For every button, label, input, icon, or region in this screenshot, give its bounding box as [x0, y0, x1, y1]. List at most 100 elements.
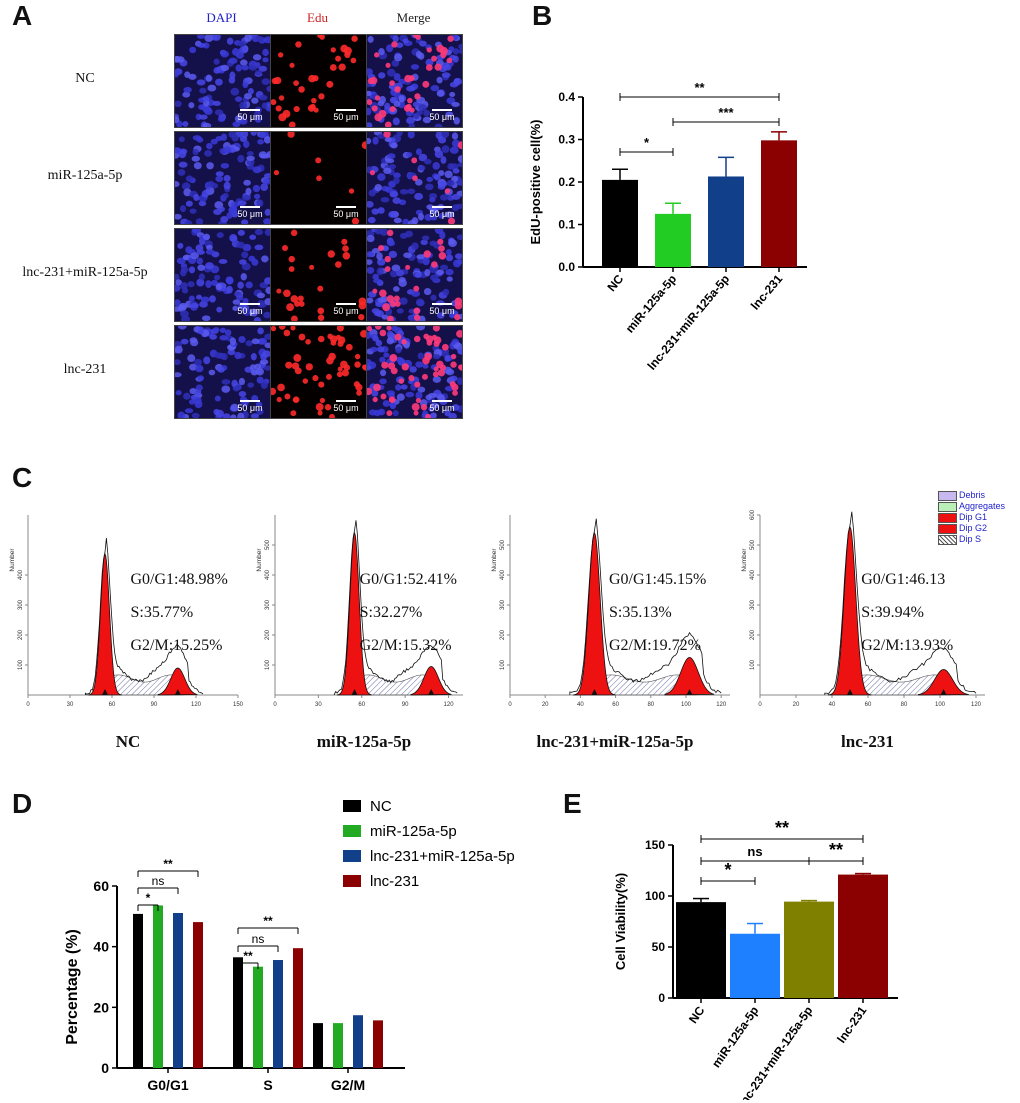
nucleus-dot	[251, 338, 260, 345]
nucleus-dot	[393, 73, 401, 81]
edu-positive-dot	[293, 105, 300, 113]
legend-label: lnc-231	[370, 873, 419, 890]
significance-label: *	[644, 135, 650, 150]
edu-positive-dot	[335, 55, 342, 62]
edu-positive-dot	[454, 314, 461, 321]
nucleus-dot	[226, 212, 233, 219]
edu-positive-dot	[319, 35, 325, 40]
nucleus-dot	[178, 302, 188, 311]
nucleus-dot	[177, 169, 186, 176]
peak-marker	[428, 689, 435, 695]
nucleus-dot	[209, 295, 216, 303]
edu-positive-dot	[422, 356, 430, 365]
edu-positive-dot	[344, 51, 351, 59]
bar	[708, 176, 744, 267]
nucleus-dot	[423, 109, 431, 117]
nucleus-dot	[179, 148, 188, 155]
micrograph-tile: 50 μm	[174, 228, 271, 322]
g1-percentage: G0/G1:45.15%	[609, 571, 707, 588]
edu-positive-dot	[437, 238, 444, 245]
nucleus-dot	[445, 249, 452, 256]
nucleus-dot	[421, 235, 430, 241]
nucleus-dot	[441, 145, 450, 154]
y-tick-label: 0.0	[558, 260, 575, 274]
x-tick-label: 120	[971, 702, 982, 707]
nucleus-dot	[430, 274, 439, 281]
nucleus-dot	[224, 329, 232, 337]
nucleus-dot	[424, 268, 431, 277]
nucleus-dot	[207, 84, 217, 92]
nucleus-dot	[393, 172, 401, 179]
edu-positive-dot	[432, 326, 440, 332]
nucleus-dot	[258, 337, 268, 345]
edu-positive-dot	[271, 99, 277, 106]
g2-peak	[410, 666, 452, 696]
flow-plot-title: lnc-231+miR-125a-5p	[536, 732, 694, 751]
edu-positive-dot	[374, 113, 383, 122]
edu-positive-dot	[358, 314, 365, 321]
scale-bar-line	[336, 303, 356, 305]
nucleus-dot	[410, 64, 420, 70]
significance-label: ns	[152, 874, 165, 888]
edu-positive-dot	[283, 329, 291, 337]
nucleus-dot	[415, 50, 422, 59]
edu-positive-dot	[345, 343, 353, 351]
y-tick-label: 0	[658, 991, 665, 1005]
micrograph-tile: 50 μm	[174, 325, 271, 419]
scale-bar-line	[336, 400, 356, 402]
nucleus-dot	[438, 213, 446, 219]
g1-percentage: G0/G1:48.98%	[130, 571, 228, 588]
nucleus-dot	[258, 65, 268, 72]
x-tick-label: 30	[315, 702, 322, 707]
edu-positive-dot	[394, 333, 402, 341]
nucleus-dot	[432, 162, 440, 170]
nucleus-dot	[449, 81, 459, 88]
edu-positive-dot	[425, 64, 433, 71]
nucleus-dot	[396, 308, 404, 314]
edu-positive-dot	[382, 303, 391, 312]
nucleus-dot	[400, 384, 408, 390]
nucleus-dot	[377, 346, 385, 353]
nucleus-dot	[261, 255, 269, 263]
scale-bar-line	[240, 109, 260, 111]
error-bar	[173, 912, 183, 919]
edu-positive-dot	[278, 52, 284, 58]
error-bar	[273, 960, 283, 963]
nucleus-dot	[241, 195, 251, 201]
micrograph-tile: 50 μm	[270, 325, 367, 419]
nucleus-dot	[205, 249, 215, 255]
x-tick-label: G0/G1	[147, 1077, 188, 1093]
edu-positive-dot	[278, 326, 286, 330]
edu-positive-dot	[447, 35, 454, 42]
nucleus-dot	[196, 35, 205, 40]
nucleus-dot	[226, 37, 234, 45]
y-axis-label: Number	[256, 548, 263, 572]
s-percentage: S:35.77%	[130, 604, 194, 621]
edu-positive-dot	[309, 264, 315, 270]
x-tick-label: 80	[901, 702, 908, 707]
nucleus-dot	[196, 384, 203, 391]
nucleus-dot	[367, 365, 372, 371]
y-axis-label: Number	[741, 548, 748, 572]
nucleus-dot	[263, 135, 270, 144]
edu-positive-dot	[318, 93, 325, 100]
edu-positive-dot	[342, 252, 351, 260]
x-tick-label: 120	[191, 702, 202, 707]
nucleus-dot	[367, 267, 375, 274]
nucleus-dot	[200, 296, 210, 303]
significance-label: *	[724, 860, 731, 880]
scale-bar-label: 50 μm	[429, 112, 455, 122]
edu-positive-dot	[450, 361, 457, 368]
micrograph-tile: 50 μm	[270, 131, 367, 225]
x-tick-label: 100	[935, 702, 946, 707]
micrograph-svg	[367, 326, 462, 418]
edu-positive-dot	[317, 335, 325, 343]
nucleus-dot	[372, 136, 379, 145]
nucleus-dot	[406, 116, 415, 125]
nucleus-dot	[184, 408, 194, 414]
x-tick-label: 0	[273, 702, 277, 707]
nucleus-dot	[415, 148, 422, 156]
nucleus-dot	[256, 292, 266, 299]
nucleus-dot	[177, 411, 186, 418]
nucleus-dot	[219, 327, 227, 334]
